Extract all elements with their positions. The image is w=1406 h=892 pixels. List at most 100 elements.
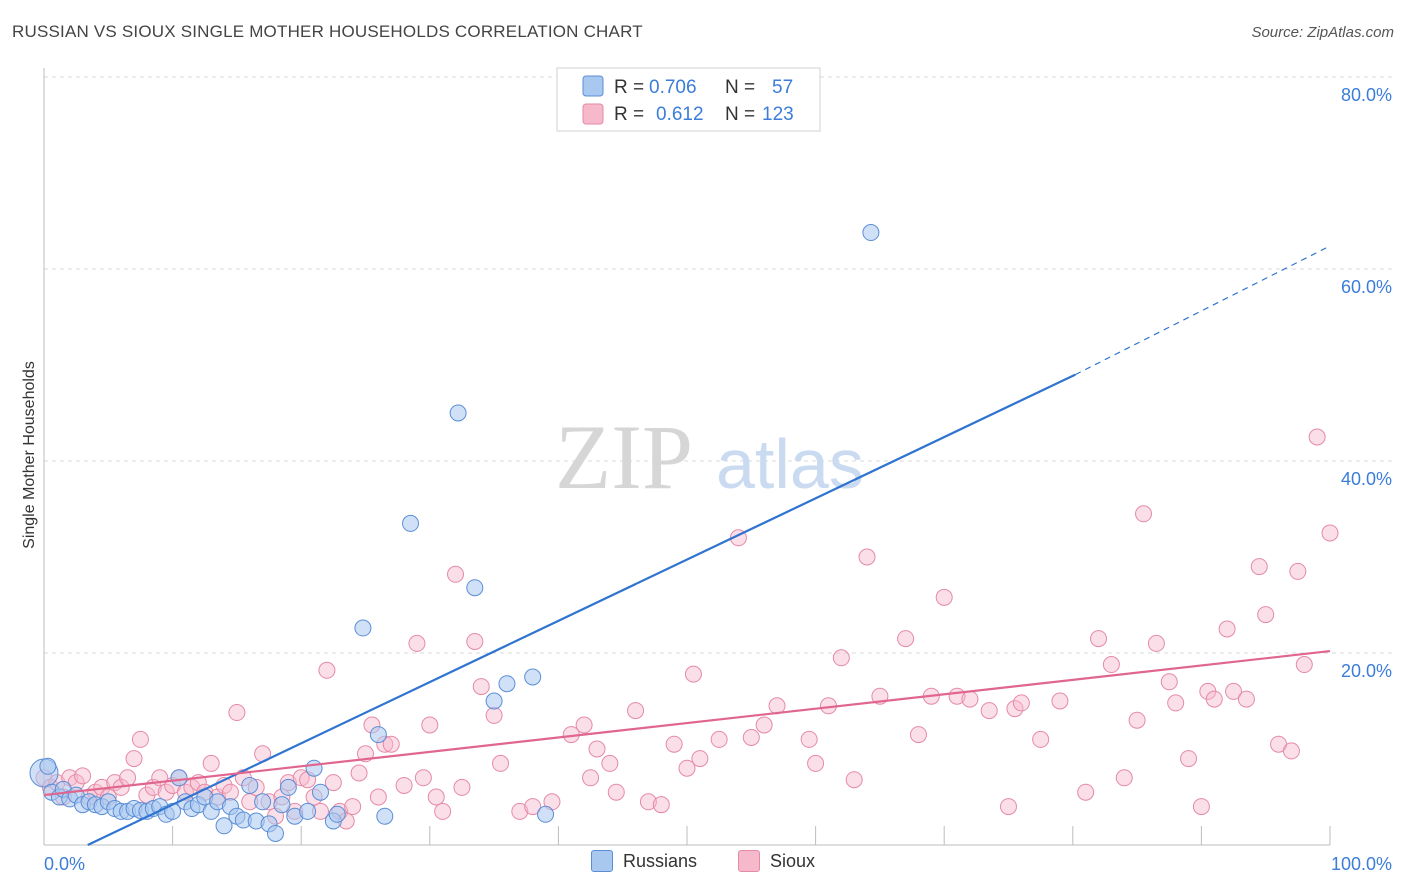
russians-point: [299, 802, 317, 820]
sioux-point: [961, 690, 979, 708]
sioux-point: [684, 665, 702, 683]
y-tick-label: 80.0%: [1341, 85, 1392, 105]
legend-r-label-russians: R =: [614, 77, 644, 98]
sioux-point: [1077, 783, 1095, 801]
legend-r-label-sioux: R =: [614, 104, 644, 125]
russians-point: [305, 759, 323, 777]
sioux-point: [1006, 700, 1024, 718]
sioux-point: [627, 702, 645, 720]
russians-point: [279, 778, 297, 796]
sioux-point: [601, 754, 619, 772]
russians-point: [39, 757, 57, 775]
russians-point: [369, 726, 387, 744]
sioux-point: [453, 778, 471, 796]
russians-point: [449, 404, 467, 422]
sioux-point: [1032, 730, 1050, 748]
watermark-atlas: atlas: [716, 425, 864, 503]
russians-point: [241, 776, 259, 794]
sioux-point: [1237, 690, 1255, 708]
watermark-zip: ZIP: [555, 406, 693, 508]
sioux-point: [858, 548, 876, 566]
sioux-point: [414, 769, 432, 787]
russians-point: [354, 619, 372, 637]
trendlines: [43, 245, 1331, 846]
legend-swatch-sioux: [582, 103, 604, 125]
sioux-point: [652, 796, 670, 814]
sioux-point: [845, 771, 863, 789]
russians-point: [215, 817, 233, 835]
sioux-point: [324, 774, 342, 792]
sioux-point: [472, 678, 490, 696]
sioux-point: [492, 754, 510, 772]
sioux-label: Sioux: [770, 850, 816, 871]
sioux-point: [897, 630, 915, 648]
sioux-point: [292, 769, 310, 787]
sioux-point: [1090, 630, 1108, 648]
sioux-point: [1180, 750, 1198, 768]
sioux-point: [1282, 742, 1300, 760]
correlation-legend: R = 0.706 N = 57 R = 0.612 N = 123: [556, 67, 821, 132]
russians-trendline: [87, 373, 1076, 846]
sioux-point: [980, 702, 998, 720]
sioux-point: [74, 767, 92, 785]
sioux-point: [755, 716, 773, 734]
y-tick-label: 20.0%: [1341, 661, 1392, 681]
sioux-point: [807, 754, 825, 772]
russians-point: [311, 783, 329, 801]
sioux-point: [1000, 798, 1017, 816]
chart-title: RUSSIAN VS SIOUX SINGLE MOTHER HOUSEHOLD…: [12, 22, 643, 41]
russians-point: [254, 793, 272, 811]
sioux-point: [434, 802, 452, 820]
grid-lines: [44, 76, 1392, 654]
sioux-point: [511, 802, 529, 820]
y-tick-label: 40.0%: [1341, 469, 1392, 489]
russians-point: [266, 824, 284, 842]
sioux-point: [318, 661, 336, 679]
sioux-point: [607, 783, 625, 801]
sioux-point: [369, 788, 387, 806]
legend-swatch-russians: [582, 75, 604, 97]
sioux-point: [1135, 505, 1153, 523]
sioux-point: [427, 788, 445, 806]
sioux-point: [1250, 558, 1268, 576]
x-tick-label: 100.0%: [1331, 854, 1392, 874]
russians-swatch: [590, 850, 613, 872]
sioux-point: [228, 704, 246, 722]
sioux-point: [832, 649, 850, 667]
russians-point: [376, 807, 394, 825]
sioux-point: [1205, 690, 1223, 708]
sioux-point: [447, 565, 465, 583]
sioux-point: [800, 730, 818, 748]
sioux-point: [1051, 692, 1069, 710]
legend-r-value-russians: 0.706: [649, 77, 697, 98]
sioux-point: [1295, 656, 1313, 674]
sioux-point: [1225, 682, 1243, 700]
russians-point: [862, 224, 880, 242]
russians-point: [485, 692, 503, 710]
sioux-point: [1257, 606, 1275, 624]
sioux-point: [202, 754, 220, 772]
legend-n-label-russians: N =: [725, 77, 755, 98]
sioux-point: [678, 759, 696, 777]
sioux-point: [1308, 428, 1326, 446]
sioux-point: [485, 706, 503, 724]
sioux-point: [382, 735, 400, 753]
sioux-point: [588, 740, 606, 758]
sioux-point: [1115, 769, 1133, 787]
sioux-point: [582, 769, 600, 787]
russians-point: [537, 805, 555, 823]
sioux-point: [119, 769, 137, 787]
sioux-point: [691, 750, 709, 768]
sioux-swatch: [738, 850, 760, 872]
sioux-trendline: [43, 649, 1331, 797]
russians-point: [328, 805, 346, 823]
sioux-point: [1192, 798, 1210, 816]
russians-point: [498, 675, 516, 693]
russians-label: Russians: [622, 850, 697, 871]
russians-point: [273, 796, 291, 814]
russians-point: [466, 579, 484, 597]
x-tick-label: 0.0%: [44, 854, 85, 874]
sioux-point: [1128, 711, 1146, 729]
russians-point: [170, 769, 188, 787]
